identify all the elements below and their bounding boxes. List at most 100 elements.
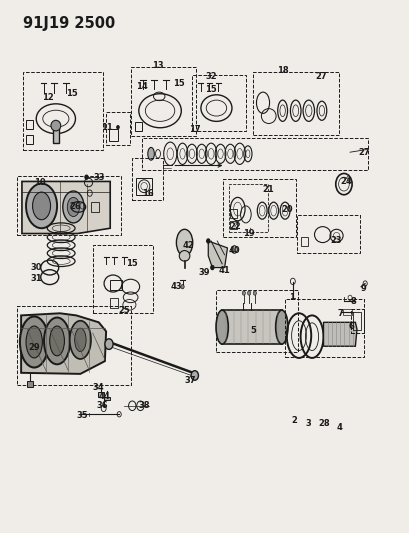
Circle shape [117, 126, 119, 129]
Text: 2: 2 [290, 416, 296, 425]
Bar [284, 300, 364, 357]
Circle shape [191, 370, 198, 380]
Polygon shape [208, 241, 227, 268]
Ellipse shape [176, 229, 192, 256]
Text: 18: 18 [276, 67, 288, 75]
Bar [26, 135, 33, 144]
Bar [109, 129, 118, 141]
Circle shape [180, 285, 184, 289]
Circle shape [105, 339, 113, 350]
Text: 4: 4 [335, 423, 341, 432]
Circle shape [206, 239, 209, 243]
Polygon shape [21, 313, 106, 374]
Bar [17, 176, 121, 235]
Bar [17, 306, 131, 384]
Circle shape [242, 291, 245, 295]
Ellipse shape [32, 192, 50, 220]
Text: 31: 31 [31, 273, 43, 282]
Text: 20: 20 [280, 205, 292, 214]
Bar [228, 184, 267, 232]
Bar [142, 138, 368, 169]
Bar [135, 122, 142, 132]
Ellipse shape [49, 326, 64, 356]
Text: 34: 34 [92, 383, 103, 392]
Text: 13: 13 [152, 61, 164, 70]
Text: 38: 38 [138, 401, 150, 410]
Text: 36: 36 [96, 401, 108, 410]
Text: 35: 35 [76, 411, 88, 420]
Text: 15: 15 [126, 260, 138, 268]
Bar [352, 312, 360, 330]
Text: 43: 43 [170, 282, 182, 291]
Text: 33: 33 [93, 173, 104, 182]
Circle shape [253, 291, 256, 295]
Text: 10: 10 [34, 178, 45, 187]
Ellipse shape [275, 310, 287, 344]
Text: 23: 23 [330, 237, 342, 246]
Bar [92, 245, 153, 313]
Ellipse shape [70, 321, 91, 359]
Text: 17: 17 [189, 125, 200, 134]
Ellipse shape [147, 148, 154, 160]
Ellipse shape [26, 326, 42, 358]
Bar [27, 381, 33, 386]
Text: 15: 15 [172, 78, 184, 87]
Polygon shape [22, 181, 110, 233]
Ellipse shape [20, 317, 48, 368]
Text: 30: 30 [31, 263, 42, 272]
Ellipse shape [63, 191, 84, 223]
Bar [110, 298, 117, 308]
Circle shape [85, 175, 88, 179]
Text: 24: 24 [339, 177, 351, 186]
Bar [253, 72, 338, 135]
Bar [106, 112, 130, 146]
Ellipse shape [51, 120, 61, 131]
Bar [132, 158, 162, 200]
Polygon shape [222, 310, 281, 344]
Text: 6: 6 [348, 321, 353, 330]
Circle shape [210, 265, 213, 270]
Bar [191, 75, 245, 131]
Text: 39: 39 [198, 269, 209, 277]
Bar [136, 177, 151, 195]
Bar [230, 221, 236, 229]
Ellipse shape [74, 328, 86, 352]
Text: 37: 37 [184, 376, 196, 385]
Text: 5: 5 [249, 326, 256, 335]
Ellipse shape [67, 197, 79, 216]
Polygon shape [323, 322, 356, 346]
Bar [216, 290, 297, 352]
Text: 26: 26 [70, 203, 81, 212]
Bar [351, 309, 363, 333]
Text: 16: 16 [142, 189, 153, 198]
Circle shape [247, 291, 250, 295]
Bar [130, 67, 196, 136]
Text: 9: 9 [360, 284, 366, 293]
Bar [90, 202, 99, 212]
Text: 29: 29 [28, 343, 40, 352]
Text: 40: 40 [228, 246, 240, 255]
Text: 27: 27 [358, 148, 369, 157]
Text: 1: 1 [288, 293, 294, 302]
Text: 15: 15 [66, 89, 78, 98]
Bar [342, 309, 351, 316]
Bar [26, 120, 33, 130]
Bar [223, 179, 295, 237]
Text: 44: 44 [99, 392, 110, 401]
Bar [296, 215, 360, 253]
Text: 12: 12 [42, 93, 54, 102]
Text: 8: 8 [349, 296, 355, 305]
Text: 27: 27 [315, 71, 326, 80]
Text: 3: 3 [304, 419, 310, 428]
Ellipse shape [26, 183, 57, 228]
Text: 22: 22 [228, 222, 240, 231]
Text: 41: 41 [218, 266, 230, 275]
Bar [300, 237, 308, 246]
Bar [98, 392, 103, 397]
Text: 28: 28 [318, 419, 329, 428]
Text: 15: 15 [205, 85, 216, 94]
Bar [110, 280, 122, 290]
Bar [230, 209, 236, 217]
Text: 91J19 2500: 91J19 2500 [23, 15, 115, 30]
Ellipse shape [216, 310, 228, 344]
